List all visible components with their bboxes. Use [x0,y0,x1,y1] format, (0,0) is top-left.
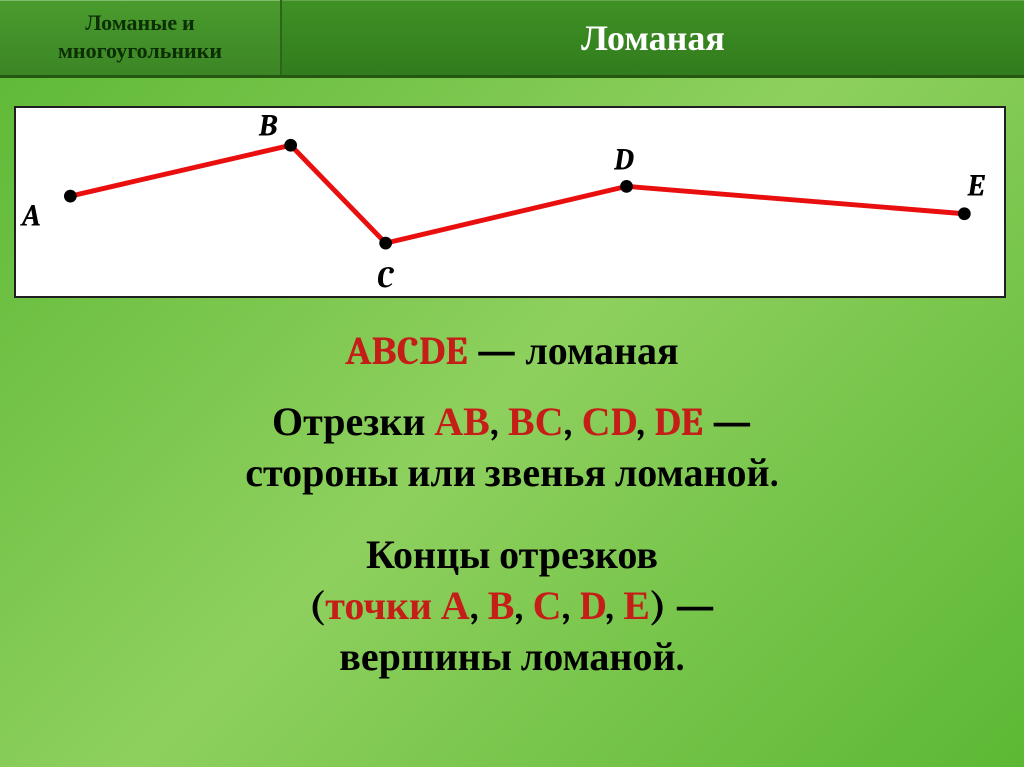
vertex-point [958,207,971,220]
l2f: СD [582,399,637,445]
l5f: С [533,583,562,629]
l5b: точки А [325,583,469,629]
l5k: ) — [650,583,715,629]
l5a: ( [309,583,325,629]
l2g: , [636,399,654,445]
header-left: Ломаные и многоугольники [0,0,282,75]
l2c: , [490,399,508,445]
vertex-point [64,190,77,203]
polyline-path [70,145,964,243]
l1a: ABCDE [345,328,467,374]
vertex-point [284,139,297,152]
l6: вершины ломаной. [339,634,684,680]
line-4-6: Концы отрезков (точки А, В, С, D, Е) — в… [14,530,1010,684]
vertex-label: B [259,109,277,144]
vertex-label: E [967,169,984,204]
l5j: Е [623,583,650,629]
l3: стороны или звенья ломаной. [245,450,779,496]
vertex-point [379,237,392,250]
vertex-label: C [377,261,393,296]
l1b: — ломаная [468,328,679,374]
l5d: В [488,583,515,629]
header-left-text: Ломаные и многоугольники [8,10,272,65]
line-2-3: Отрезки АВ, ВС, СD, DE — стороны или зве… [14,397,1010,499]
polyline-diagram: A B C D E [14,106,1006,298]
l5e: , [514,583,532,629]
description-text: ABCDE — ломаная Отрезки АВ, ВС, СD, DE —… [14,326,1010,683]
l2a: Отрезки [272,399,434,445]
l2b: АВ [434,399,490,445]
l5h: D [580,583,606,629]
l2e: , [564,399,582,445]
l4: Концы отрезков [366,532,658,578]
line-1: ABCDE — ломаная [14,326,1010,377]
l5c: , [470,583,488,629]
l2h: DE [654,399,703,445]
l5i: , [605,583,623,629]
l5g: , [561,583,579,629]
header-right: Ломаная [282,0,1024,75]
l2i: — [703,399,752,445]
vertex-point [620,180,633,193]
vertex-label: A [22,199,40,234]
vertex-label: D [614,143,634,178]
header-right-text: Ломаная [581,17,725,59]
content-area: ABCDE ABCDE — ломаная Отрезки АВ, ВС, СD… [0,78,1024,683]
header-bar: Ломаные и многоугольники Ломаная [0,0,1024,78]
l2d: ВС [508,399,564,445]
